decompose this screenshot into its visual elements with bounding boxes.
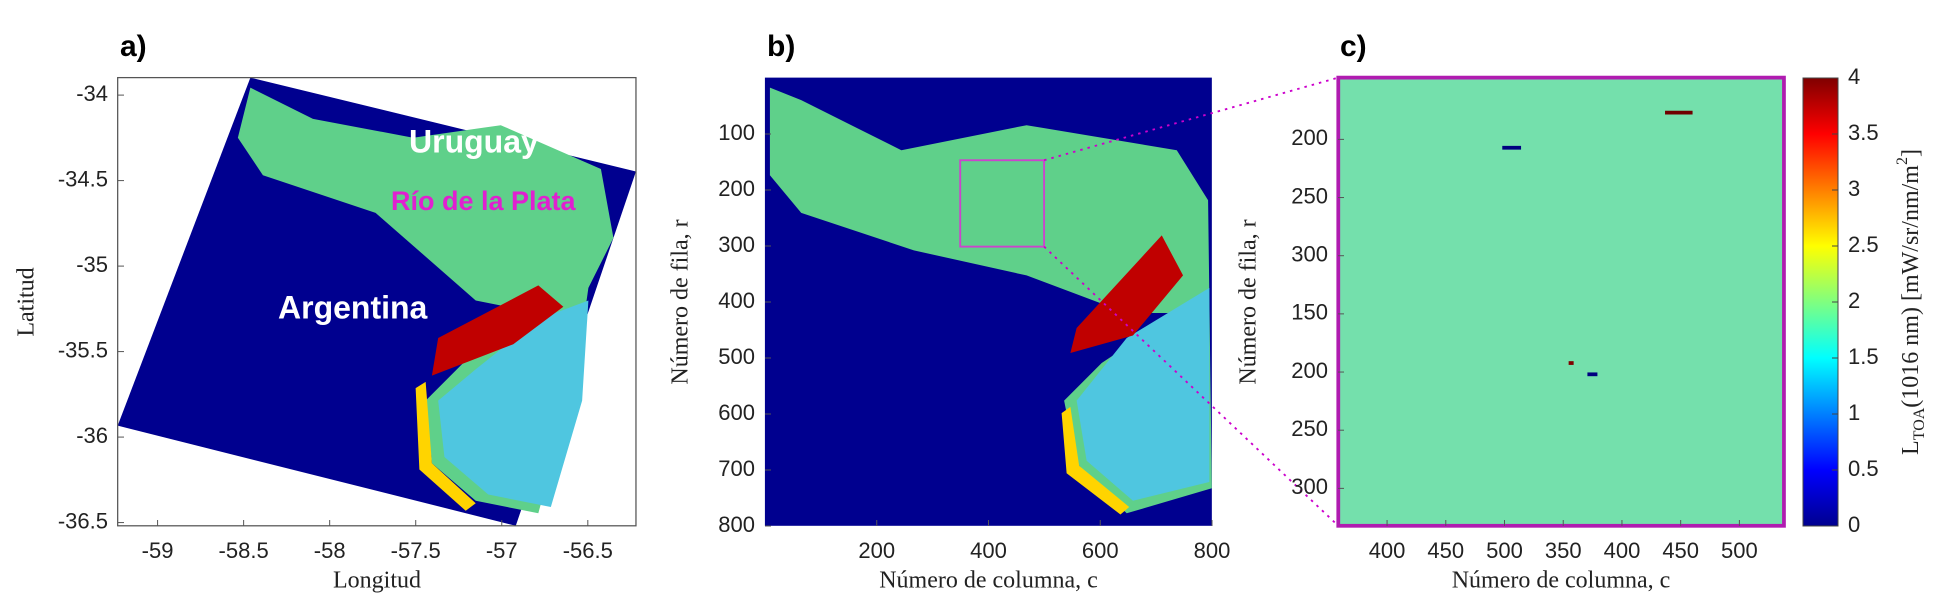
x-tick-label: 600 <box>1082 538 1119 563</box>
x-tick-label: 200 <box>858 538 895 563</box>
x-tick-label: 500 <box>1721 538 1758 563</box>
y-tick-label: 250 <box>1291 416 1328 441</box>
colorbar-tick-label: 3.5 <box>1848 120 1879 145</box>
y-axis-label: Latitud <box>14 267 40 336</box>
x-axis-label: Longitud <box>333 568 421 594</box>
x-axis-label: Número de columna, c <box>1452 568 1671 594</box>
y-tick-label: 200 <box>1291 358 1328 383</box>
panel-label: c) <box>1340 30 1367 63</box>
map-images <box>117 75 1786 528</box>
x-tick-label: 800 <box>1194 538 1231 563</box>
colorbar-tick-label: 3 <box>1848 176 1860 201</box>
x-tick-label: -56.5 <box>563 538 613 563</box>
y-tick-label: -35.5 <box>58 337 108 362</box>
x-axis-label: Número de columna, c <box>879 568 1098 594</box>
y-tick-label: 400 <box>718 288 755 313</box>
annotation: Uruguay <box>409 123 539 159</box>
colorbar-tick-label: 0.5 <box>1848 456 1879 481</box>
y-tick-label: -34.5 <box>58 166 108 191</box>
y-tick-label: 700 <box>718 456 755 481</box>
x-tick-label: 450 <box>1427 538 1464 563</box>
colorbar-tick-label: 2 <box>1848 288 1860 313</box>
y-tick-label: 300 <box>1291 474 1328 499</box>
x-tick-label: -57.5 <box>391 538 441 563</box>
colorbar-tick-label: 1.5 <box>1848 344 1879 369</box>
y-tick-label: 800 <box>718 512 755 537</box>
colorbar-label: LTOA(1016 nm) [mW/sr/nm/m2] <box>1894 149 1928 455</box>
y-tick-label: -34 <box>76 81 108 106</box>
x-tick-label: -58 <box>314 538 346 563</box>
y-axis-label: Número de fila, r <box>1236 219 1262 384</box>
y-tick-label: 200 <box>1291 125 1328 150</box>
y-tick-label: 500 <box>718 344 755 369</box>
x-tick-label: 400 <box>970 538 1007 563</box>
y-tick-label: 300 <box>1291 242 1328 267</box>
y-tick-label: 300 <box>718 232 755 257</box>
y-tick-label: 200 <box>718 176 755 201</box>
annotation: Argentina <box>278 289 428 325</box>
y-tick-label: 100 <box>718 120 755 145</box>
colorbar-tick-label: 4 <box>1848 64 1860 89</box>
x-tick-label: 500 <box>1486 538 1523 563</box>
colorbar-tick-label: 1 <box>1848 400 1860 425</box>
y-tick-label: -35 <box>76 252 108 277</box>
colorbar-tick-label: 2.5 <box>1848 232 1879 257</box>
y-tick-label: 250 <box>1291 183 1328 208</box>
x-tick-label: 350 <box>1545 538 1582 563</box>
y-tick-label: 600 <box>718 400 755 425</box>
x-tick-label: -57 <box>486 538 518 563</box>
y-tick-label: 150 <box>1291 300 1328 325</box>
x-tick-label: 400 <box>1369 538 1406 563</box>
x-tick-label: 450 <box>1662 538 1699 563</box>
y-axis-label: Número de fila, r <box>668 219 694 384</box>
x-tick-label: -59 <box>142 538 174 563</box>
panel-label: a) <box>120 30 147 63</box>
x-tick-label: 400 <box>1604 538 1641 563</box>
colorbar-tick-label: 0 <box>1848 512 1860 537</box>
y-tick-label: -36.5 <box>58 508 108 533</box>
panel-label: b) <box>767 30 795 63</box>
annotation: Río de la Plata <box>391 186 577 216</box>
x-tick-label: -58.5 <box>219 538 269 563</box>
y-tick-label: -36 <box>76 423 108 448</box>
